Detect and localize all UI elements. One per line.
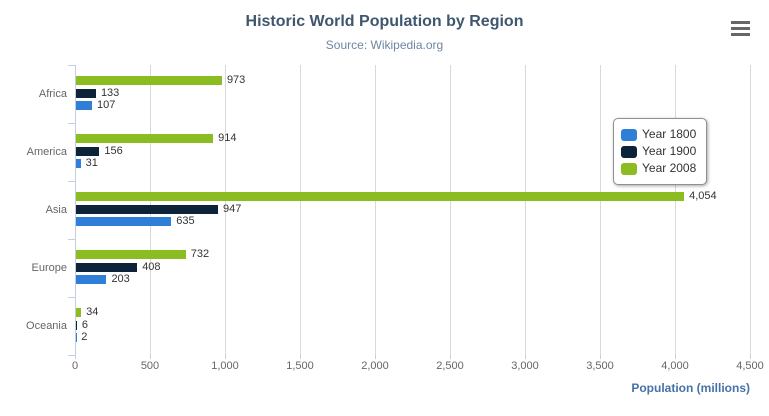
bar-africa-year-1800[interactable] <box>76 101 93 110</box>
y-axis-tick <box>68 181 75 182</box>
x-axis-label: 2,000 <box>361 360 389 372</box>
chart-subtitle: Source: Wikipedia.org <box>325 38 444 52</box>
y-axis-label: Africa <box>38 88 67 100</box>
hamburger-icon <box>731 33 750 36</box>
x-axis-label: 0 <box>71 360 79 372</box>
x-axis-tick <box>675 355 676 359</box>
export-menu-button[interactable] <box>731 21 750 36</box>
bar-america-year-1800[interactable] <box>76 159 81 168</box>
legend-swatch-icon <box>621 128 637 141</box>
x-axis-label: 1,500 <box>286 360 314 372</box>
data-label: 973 <box>226 74 246 86</box>
x-axis-label: 3,000 <box>511 360 539 372</box>
bar-europe-year-1900[interactable] <box>76 263 138 272</box>
legend-label: Year 1800 <box>642 127 697 141</box>
bar-asia-year-1900[interactable] <box>76 205 219 214</box>
x-axis-tick <box>375 355 376 359</box>
data-label: 203 <box>111 273 130 285</box>
data-label: 2 <box>81 331 88 343</box>
data-label: 732 <box>190 248 210 260</box>
y-axis-label: Oceania <box>26 320 67 332</box>
bar-asia-year-2008[interactable] <box>76 192 685 201</box>
y-axis-line <box>75 65 76 355</box>
bar-europe-year-2008[interactable] <box>76 250 186 259</box>
y-axis-tick <box>68 355 75 356</box>
legend-label: Year 2008 <box>642 161 697 175</box>
legend-swatch-icon <box>621 162 637 175</box>
bar-africa-year-1900[interactable] <box>76 89 96 98</box>
legend-item-year-2008[interactable]: Year 2008 <box>621 160 696 177</box>
x-axis-label: 4,500 <box>736 360 764 372</box>
data-label: 408 <box>142 261 161 273</box>
y-axis-tick <box>68 65 75 66</box>
x-axis-tick <box>525 355 526 359</box>
legend-item-year-1800[interactable]: Year 1800 <box>621 126 696 143</box>
x-axis-label: 1,000 <box>211 360 239 372</box>
y-axis-label: America <box>26 146 67 158</box>
bar-africa-year-2008[interactable] <box>76 76 222 85</box>
y-axis-tick <box>68 297 75 298</box>
bar-europe-year-1800[interactable] <box>76 275 107 284</box>
y-axis-label: Asia <box>45 204 67 216</box>
legend: Year 1800 Year 1900 Year 2008 <box>613 118 708 185</box>
legend-label: Year 1900 <box>642 144 697 158</box>
gridline <box>450 65 451 355</box>
y-axis-label: Europe <box>31 262 67 274</box>
data-label: 133 <box>100 87 120 99</box>
gridline <box>750 65 751 355</box>
data-label: 914 <box>218 132 237 144</box>
gridline <box>675 65 676 355</box>
bar-oceania-year-1900[interactable] <box>76 321 77 330</box>
hamburger-icon <box>731 27 750 30</box>
x-axis-tick <box>150 355 151 359</box>
x-axis-tick <box>225 355 226 359</box>
y-axis-tick <box>68 239 75 240</box>
bar-asia-year-1800[interactable] <box>76 217 172 226</box>
gridline <box>300 65 301 355</box>
data-label: 947 <box>223 203 242 215</box>
data-label: 156 <box>104 145 123 157</box>
x-axis-label: 500 <box>140 360 160 372</box>
y-axis-tick <box>68 123 75 124</box>
data-label: 31 <box>85 157 98 169</box>
gridline <box>375 65 376 355</box>
legend-item-year-1900[interactable]: Year 1900 <box>621 143 696 160</box>
legend-swatch-icon <box>621 145 637 158</box>
x-axis-tick <box>750 355 751 359</box>
bar-america-year-1900[interactable] <box>76 147 100 156</box>
data-label: 107 <box>97 99 116 111</box>
hamburger-icon <box>731 21 750 24</box>
gridline <box>600 65 601 355</box>
x-axis-label: 3,500 <box>586 360 614 372</box>
x-axis-tick <box>600 355 601 359</box>
data-label: 635 <box>176 215 195 227</box>
gridline <box>225 65 226 355</box>
chart-title: Historic World Population by Region <box>245 13 524 30</box>
x-axis-label: 4,000 <box>661 360 689 372</box>
x-axis-title: Population (millions) <box>631 381 750 395</box>
bar-america-year-2008[interactable] <box>76 134 214 143</box>
bar-oceania-year-2008[interactable] <box>76 308 82 317</box>
data-label: 4,054 <box>689 190 717 202</box>
data-label: 6 <box>81 319 89 331</box>
data-label: 34 <box>86 306 99 318</box>
x-axis-tick <box>75 355 76 359</box>
x-axis-tick <box>450 355 451 359</box>
x-axis-label: 2,500 <box>436 360 464 372</box>
gridline <box>525 65 526 355</box>
x-axis-tick <box>300 355 301 359</box>
